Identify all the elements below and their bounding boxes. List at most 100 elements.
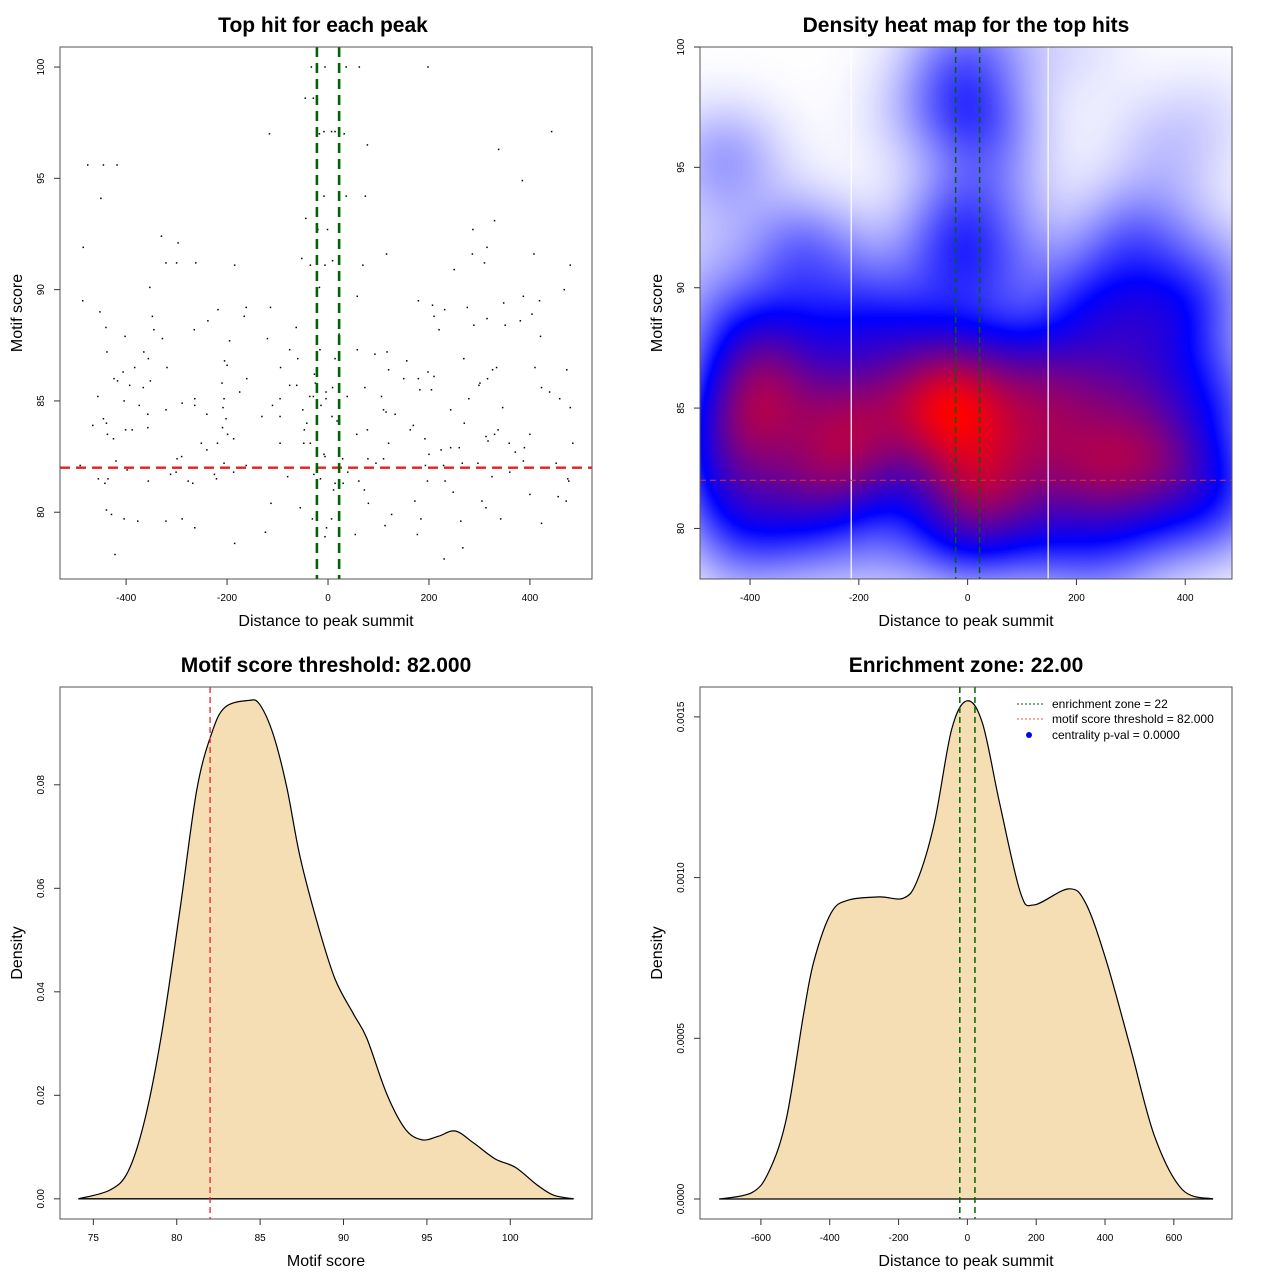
panel2-frame (699, 46, 1233, 580)
scatter-point (288, 348, 291, 351)
scatter-point (427, 66, 429, 68)
scatter-point (160, 235, 163, 237)
y-tick-label: 80 (36, 506, 47, 518)
x-tick-label: -200 (849, 593, 869, 604)
panel4-ylabel: Density (649, 926, 666, 979)
scatter-point (303, 429, 306, 431)
scatter-point (563, 288, 565, 291)
scatter-point (374, 353, 376, 355)
legend-zone-label: enrichment zone = 22 (1052, 697, 1168, 711)
scatter-point (116, 380, 119, 382)
scatter-point (147, 426, 149, 429)
scatter-point (92, 424, 94, 427)
scatter-point (246, 377, 248, 380)
scatter-point (105, 422, 108, 424)
scatter-point (486, 317, 488, 320)
scatter-point (279, 397, 281, 400)
scatter-point (286, 475, 289, 478)
scatter-point (497, 429, 499, 431)
scatter-point (97, 395, 99, 398)
scatter-point (228, 340, 231, 342)
panel1-plot-area (60, 47, 592, 579)
scatter-point (453, 268, 455, 271)
y-tick-label: 0.0005 (676, 1023, 687, 1054)
x-tick-label: 400 (522, 593, 539, 604)
scatter-point (382, 409, 385, 411)
scatter-point (334, 357, 336, 360)
scatter-point (449, 446, 452, 449)
scatter-point (177, 242, 179, 244)
x-tick-label: 80 (171, 1233, 183, 1244)
scatter-point (175, 471, 177, 473)
x-tick-label: -200 (889, 1233, 909, 1244)
x-tick-label: 400 (1097, 1233, 1114, 1244)
scatter-point (319, 478, 322, 480)
y-tick-label: 95 (36, 172, 47, 184)
scatter-point (331, 415, 333, 418)
scatter-point (126, 469, 128, 471)
scatter-point (487, 440, 489, 442)
legend: enrichment zone = 22 motif score thresho… (1017, 697, 1214, 742)
scatter-point (471, 253, 474, 255)
scatter-point (233, 264, 236, 266)
scatter-point (166, 366, 168, 369)
scatter-point (299, 507, 302, 509)
scatter-point (194, 404, 196, 407)
scatter-point (514, 451, 517, 453)
scatter-point (243, 315, 245, 318)
scatter-point (463, 422, 466, 424)
scatter-point (100, 197, 102, 200)
scatter-point (569, 406, 572, 409)
x-tick-label: 400 (1177, 593, 1194, 604)
panel1-xlabel: Distance to peak summit (238, 613, 414, 630)
scatter-point (193, 328, 196, 331)
scatter-point (427, 371, 429, 373)
scatter-point (385, 411, 387, 413)
y-tick-label: 90 (676, 282, 687, 294)
scatter-point (82, 246, 84, 249)
scatter-point (491, 475, 493, 478)
scatter-point (354, 533, 357, 536)
scatter-point (386, 351, 388, 353)
scatter-point (493, 219, 496, 222)
scatter-point (161, 337, 164, 340)
scatter-point (309, 264, 312, 266)
scatter-point (165, 262, 167, 264)
scatter-point (128, 384, 131, 387)
scatter-point (382, 458, 385, 460)
panel3-title: Motif score threshold: 82.000 (181, 654, 472, 677)
scatter-point (320, 404, 322, 407)
scatter-point (533, 253, 535, 255)
scatter-point (153, 328, 155, 331)
scatter-point (176, 458, 178, 460)
y-tick-label: 80 (676, 522, 687, 534)
scatter-point (311, 518, 314, 520)
y-tick-label: 0.04 (36, 982, 47, 1002)
scatter-point (346, 395, 348, 398)
scatter-point (114, 553, 116, 556)
scatter-point (191, 482, 194, 485)
panel4-frame (699, 686, 1233, 1220)
scatter-point (318, 133, 321, 135)
scatter-point (81, 300, 84, 302)
scatter-point (495, 366, 498, 369)
scatter-point (460, 520, 462, 522)
scatter-point (342, 482, 344, 485)
scatter-point (345, 195, 347, 197)
scatter-point (356, 433, 358, 436)
scatter-point (420, 518, 422, 520)
scatter-point (325, 527, 328, 529)
scatter-point (306, 422, 308, 424)
scatter-point (504, 324, 506, 326)
scatter-point (430, 389, 433, 391)
scatter-point (433, 375, 435, 378)
scatter-point (366, 144, 369, 146)
scatter-point (417, 300, 420, 302)
scatter-point (426, 480, 429, 482)
x-tick-label: 100 (502, 1233, 519, 1244)
scatter-point (462, 547, 464, 549)
scatter-point (165, 409, 167, 411)
x-tick-label: 75 (88, 1233, 100, 1244)
scatter-point (147, 480, 150, 482)
scatter-point (115, 460, 117, 462)
